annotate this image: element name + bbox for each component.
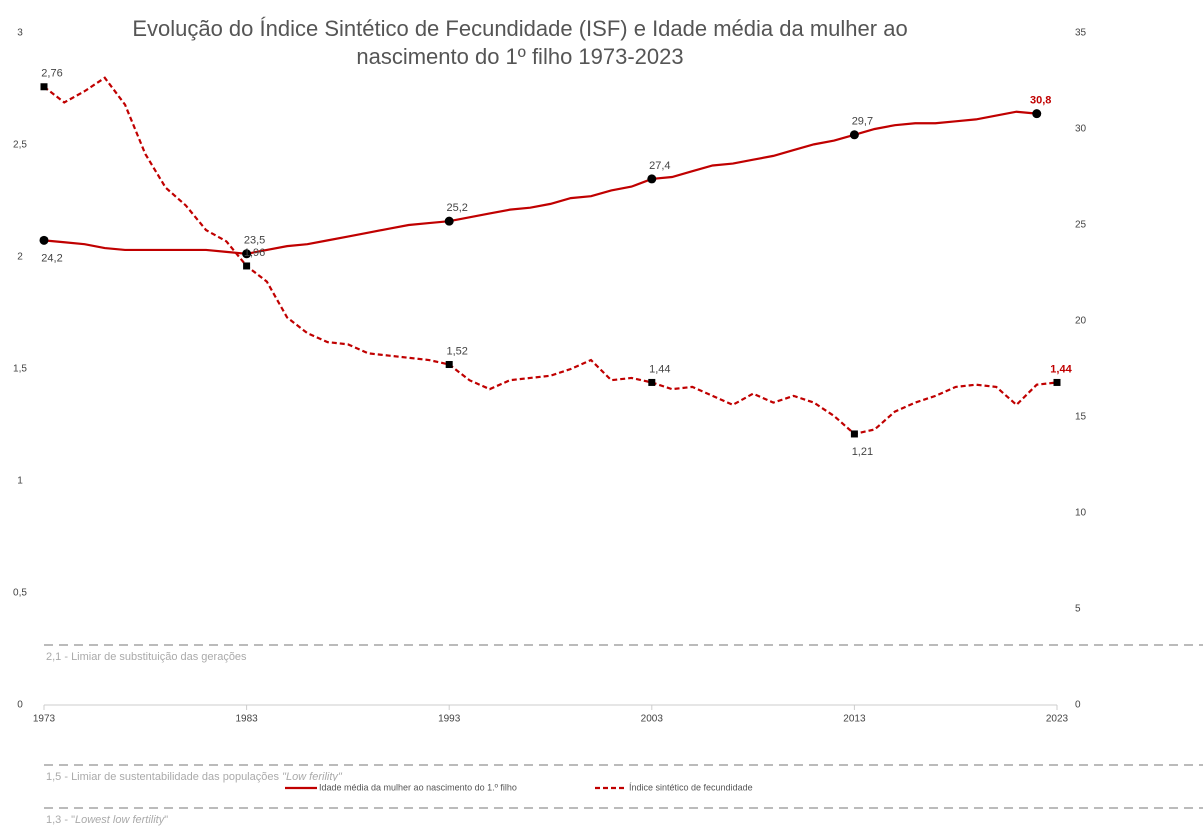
series-line [43,110,1037,255]
data-label: 1,52 [446,345,467,357]
annotation-text: " [164,814,168,826]
annotation: 1,3 - "Lowest low fertility" [46,814,168,826]
marker [850,430,858,438]
y2-tick-label: 25 [1075,220,1087,231]
y2-tick-label: 10 [1075,508,1087,519]
annotation-emphasis: "Low ferility" [282,771,343,783]
legend-label: Índice sintético de fecundidade [629,782,753,792]
marker [1053,378,1061,386]
y2-tick-label: 0 [1075,700,1081,711]
data-label: 1,44 [1050,363,1072,375]
annotation-emphasis: Lowest low fertility [75,814,166,826]
legend-bg [283,781,588,795]
y-tick-label: 1 [17,476,23,487]
data-label: 24,2 [41,252,62,264]
chart-title: nascimento do 1º filho 1973-2023 [356,44,683,69]
legend-label: Idade média da mulher ao nascimento do 1… [319,782,517,792]
y2-tick-label: 15 [1075,412,1087,423]
annotation: 2,1 - Limiar de substituição das geraçõe… [46,651,247,663]
y-tick-label: 2 [17,252,23,263]
data-label: 30,8 [1030,95,1051,107]
data-label: 23,5 [244,235,265,247]
data-label: 1,96 [244,247,265,259]
data-label: 1,21 [852,446,873,458]
data-label: 27,4 [649,160,670,172]
annotation: 1,5 - Limiar de sustentabilidade das pop… [46,771,343,783]
marker [1032,109,1042,119]
annotation-text: 1,3 - " [46,814,75,826]
marker [39,235,49,245]
data-label: 29,7 [852,116,873,128]
marker [243,262,251,270]
marker [647,174,657,184]
marker [648,378,656,386]
marker [242,249,252,259]
marker [444,216,454,226]
x-tick-label: 2023 [1046,714,1069,725]
annotation-text: 2,1 - Limiar de substituição das geraçõe… [46,651,247,663]
y-tick-label: 2,5 [13,140,27,151]
x-tick-label: 1993 [438,714,461,725]
marker [40,83,48,91]
y2-tick-label: 5 [1075,604,1081,615]
marker [445,361,453,369]
x-tick-label: 1983 [235,714,258,725]
annotation-text: 1,5 - Limiar de sustentabilidade das pop… [46,771,282,783]
y-tick-label: 3 [17,28,23,39]
y-tick-label: 0 [17,700,23,711]
y2-tick-label: 20 [1075,316,1087,327]
series-line [43,76,1058,436]
x-tick-label: 1973 [33,714,56,725]
marker [849,130,859,140]
data-label: 2,76 [41,68,62,80]
x-tick-label: 2003 [641,714,664,725]
data-label: 25,2 [446,202,467,214]
y2-tick-label: 30 [1075,124,1087,135]
y2-tick-label: 35 [1075,28,1087,39]
chart-title: Evolução do Índice Sintético de Fecundid… [132,16,907,41]
y-tick-label: 0,5 [13,588,27,599]
legend-bg [593,781,783,795]
y-tick-label: 1,5 [13,364,27,375]
x-tick-label: 2013 [843,714,866,725]
data-label: 1,44 [649,363,670,375]
